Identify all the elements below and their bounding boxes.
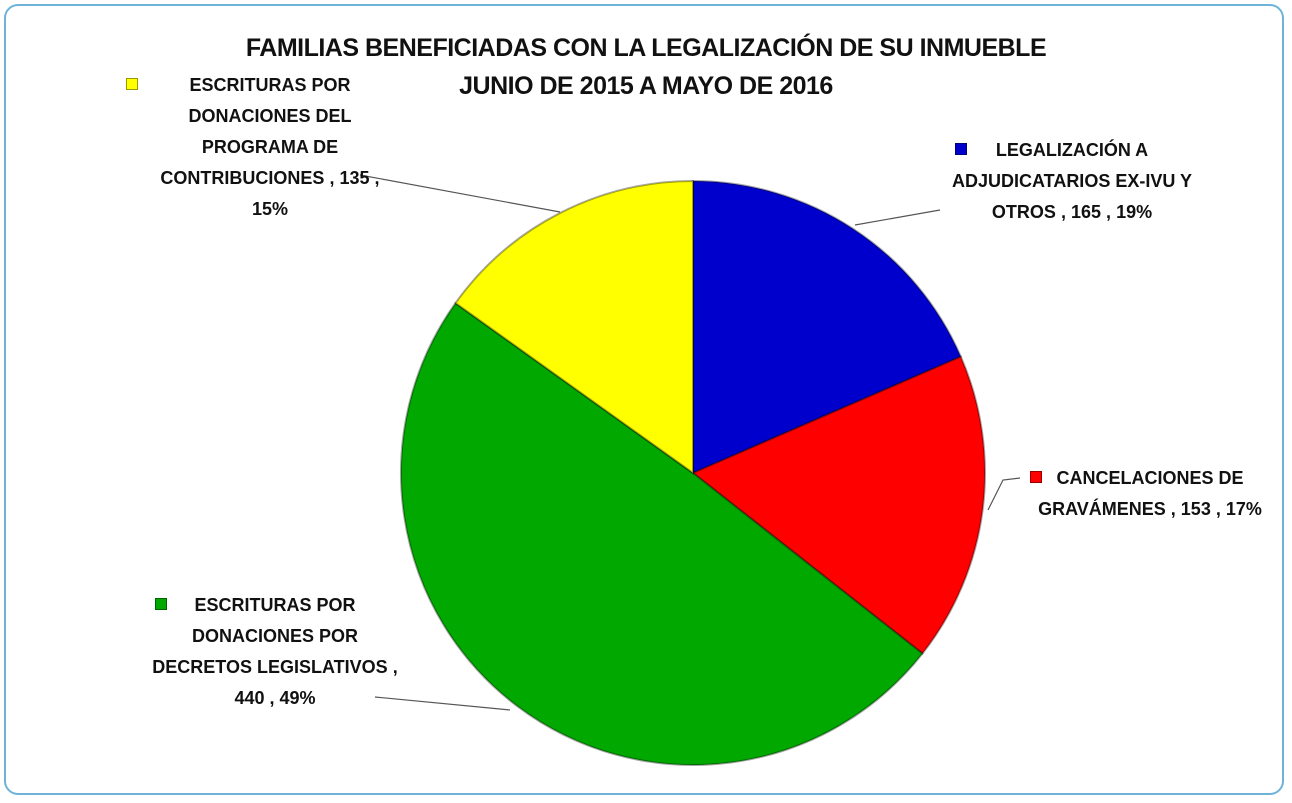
- percent-label: 15%: [251, 199, 289, 219]
- chart-subtitle: JUNIO DE 2015 A MAYO DE 2016: [459, 72, 833, 100]
- category-name: ESCRITURAS POR DONACIONES POR DECRETOS L…: [152, 595, 388, 677]
- legend-marker: [1030, 471, 1042, 483]
- legend-marker: [126, 78, 138, 90]
- value-label: 440: [234, 688, 265, 708]
- data-label: ESCRITURAS POR DONACIONES DEL PROGRAMA D…: [145, 70, 395, 225]
- category-name: CANCELACIONES DE GRAVÁMENES: [1038, 468, 1244, 519]
- separator: ,: [1060, 202, 1066, 222]
- value-label: 135: [339, 168, 370, 188]
- separator: ,: [374, 168, 380, 188]
- leader-line: [359, 174, 561, 213]
- leader-line: [987, 477, 1021, 511]
- separator: ,: [269, 688, 275, 708]
- legend-marker: [955, 143, 967, 155]
- category-name: LEGALIZACIÓN A ADJUDICATARIOS EX-IVU Y O…: [951, 140, 1193, 222]
- separator: ,: [1170, 499, 1176, 519]
- pie-slice: [691, 355, 986, 655]
- separator: ,: [1106, 202, 1112, 222]
- category-name: ESCRITURAS POR DONACIONES DEL PROGRAMA D…: [160, 75, 352, 188]
- pie-slice: [692, 179, 963, 475]
- value-label: 165: [1070, 202, 1102, 222]
- pie-slice: [454, 179, 694, 475]
- percent-label: 17%: [1225, 499, 1262, 519]
- separator: ,: [1215, 499, 1221, 519]
- data-label: ESCRITURAS POR DONACIONES POR DECRETOS L…: [150, 590, 400, 714]
- value-label: 153: [1180, 499, 1211, 519]
- separator: ,: [329, 168, 335, 188]
- percent-label: 19%: [1116, 202, 1153, 222]
- legend-marker: [155, 598, 167, 610]
- pie-slice: [400, 301, 924, 766]
- chart-title: FAMILIAS BENEFICIADAS CON LA LEGALIZACIÓ…: [245, 34, 1047, 62]
- data-label: CANCELACIONES DE GRAVÁMENES , 153 , 17%: [1025, 463, 1275, 525]
- leader-line: [854, 209, 941, 226]
- data-label: LEGALIZACIÓN A ADJUDICATARIOS EX-IVU Y O…: [947, 135, 1197, 228]
- separator: ,: [392, 657, 398, 677]
- leader-line: [374, 696, 511, 711]
- percent-label: 49%: [279, 688, 316, 708]
